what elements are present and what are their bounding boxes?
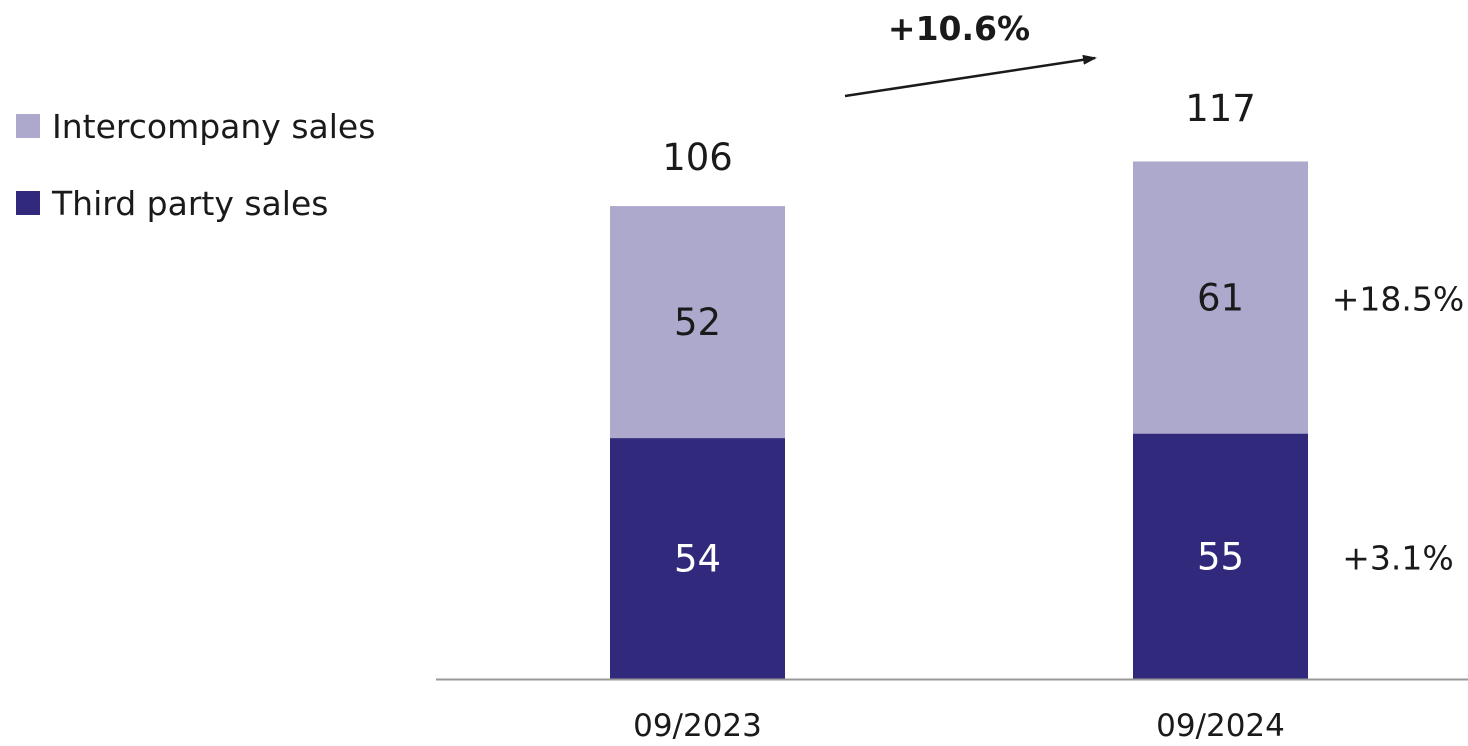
total-label-0: 106 [662,136,733,179]
bar-intercompany-0 [610,206,785,439]
value-label-third-party-0: 54 [674,538,721,581]
bar-third-party-1 [1133,433,1308,679]
value-label-intercompany-0: 52 [674,301,721,344]
value-label-intercompany-1: 61 [1197,277,1244,320]
legend-swatch-third-party [16,191,40,215]
bars-group [610,161,1308,679]
total-label-1: 117 [1185,87,1256,130]
change-label-third-party: +3.1% [1342,538,1454,577]
labels-group: 54 52 106 09/2023 55 61 117 09/2024 +18.5% +3.1% [633,87,1464,744]
legend: Intercompany sales Third party sales [16,106,375,260]
total-growth-label: +10.6% [888,9,1030,48]
legend-item-intercompany: Intercompany sales [16,106,375,146]
value-label-third-party-1: 55 [1197,535,1244,578]
change-label-intercompany: +18.5% [1332,280,1464,319]
x-tick-label-0: 09/2023 [633,708,762,744]
legend-label-intercompany: Intercompany sales [52,106,376,146]
growth-arrow [844,54,1097,98]
x-tick-label-1: 09/2024 [1156,708,1285,744]
legend-label-third-party: Third party sales [52,183,329,223]
bar-intercompany-1 [1133,161,1308,434]
bar-third-party-0 [610,438,785,679]
legend-item-third-party: Third party sales [16,183,375,223]
legend-swatch-intercompany [16,114,40,138]
